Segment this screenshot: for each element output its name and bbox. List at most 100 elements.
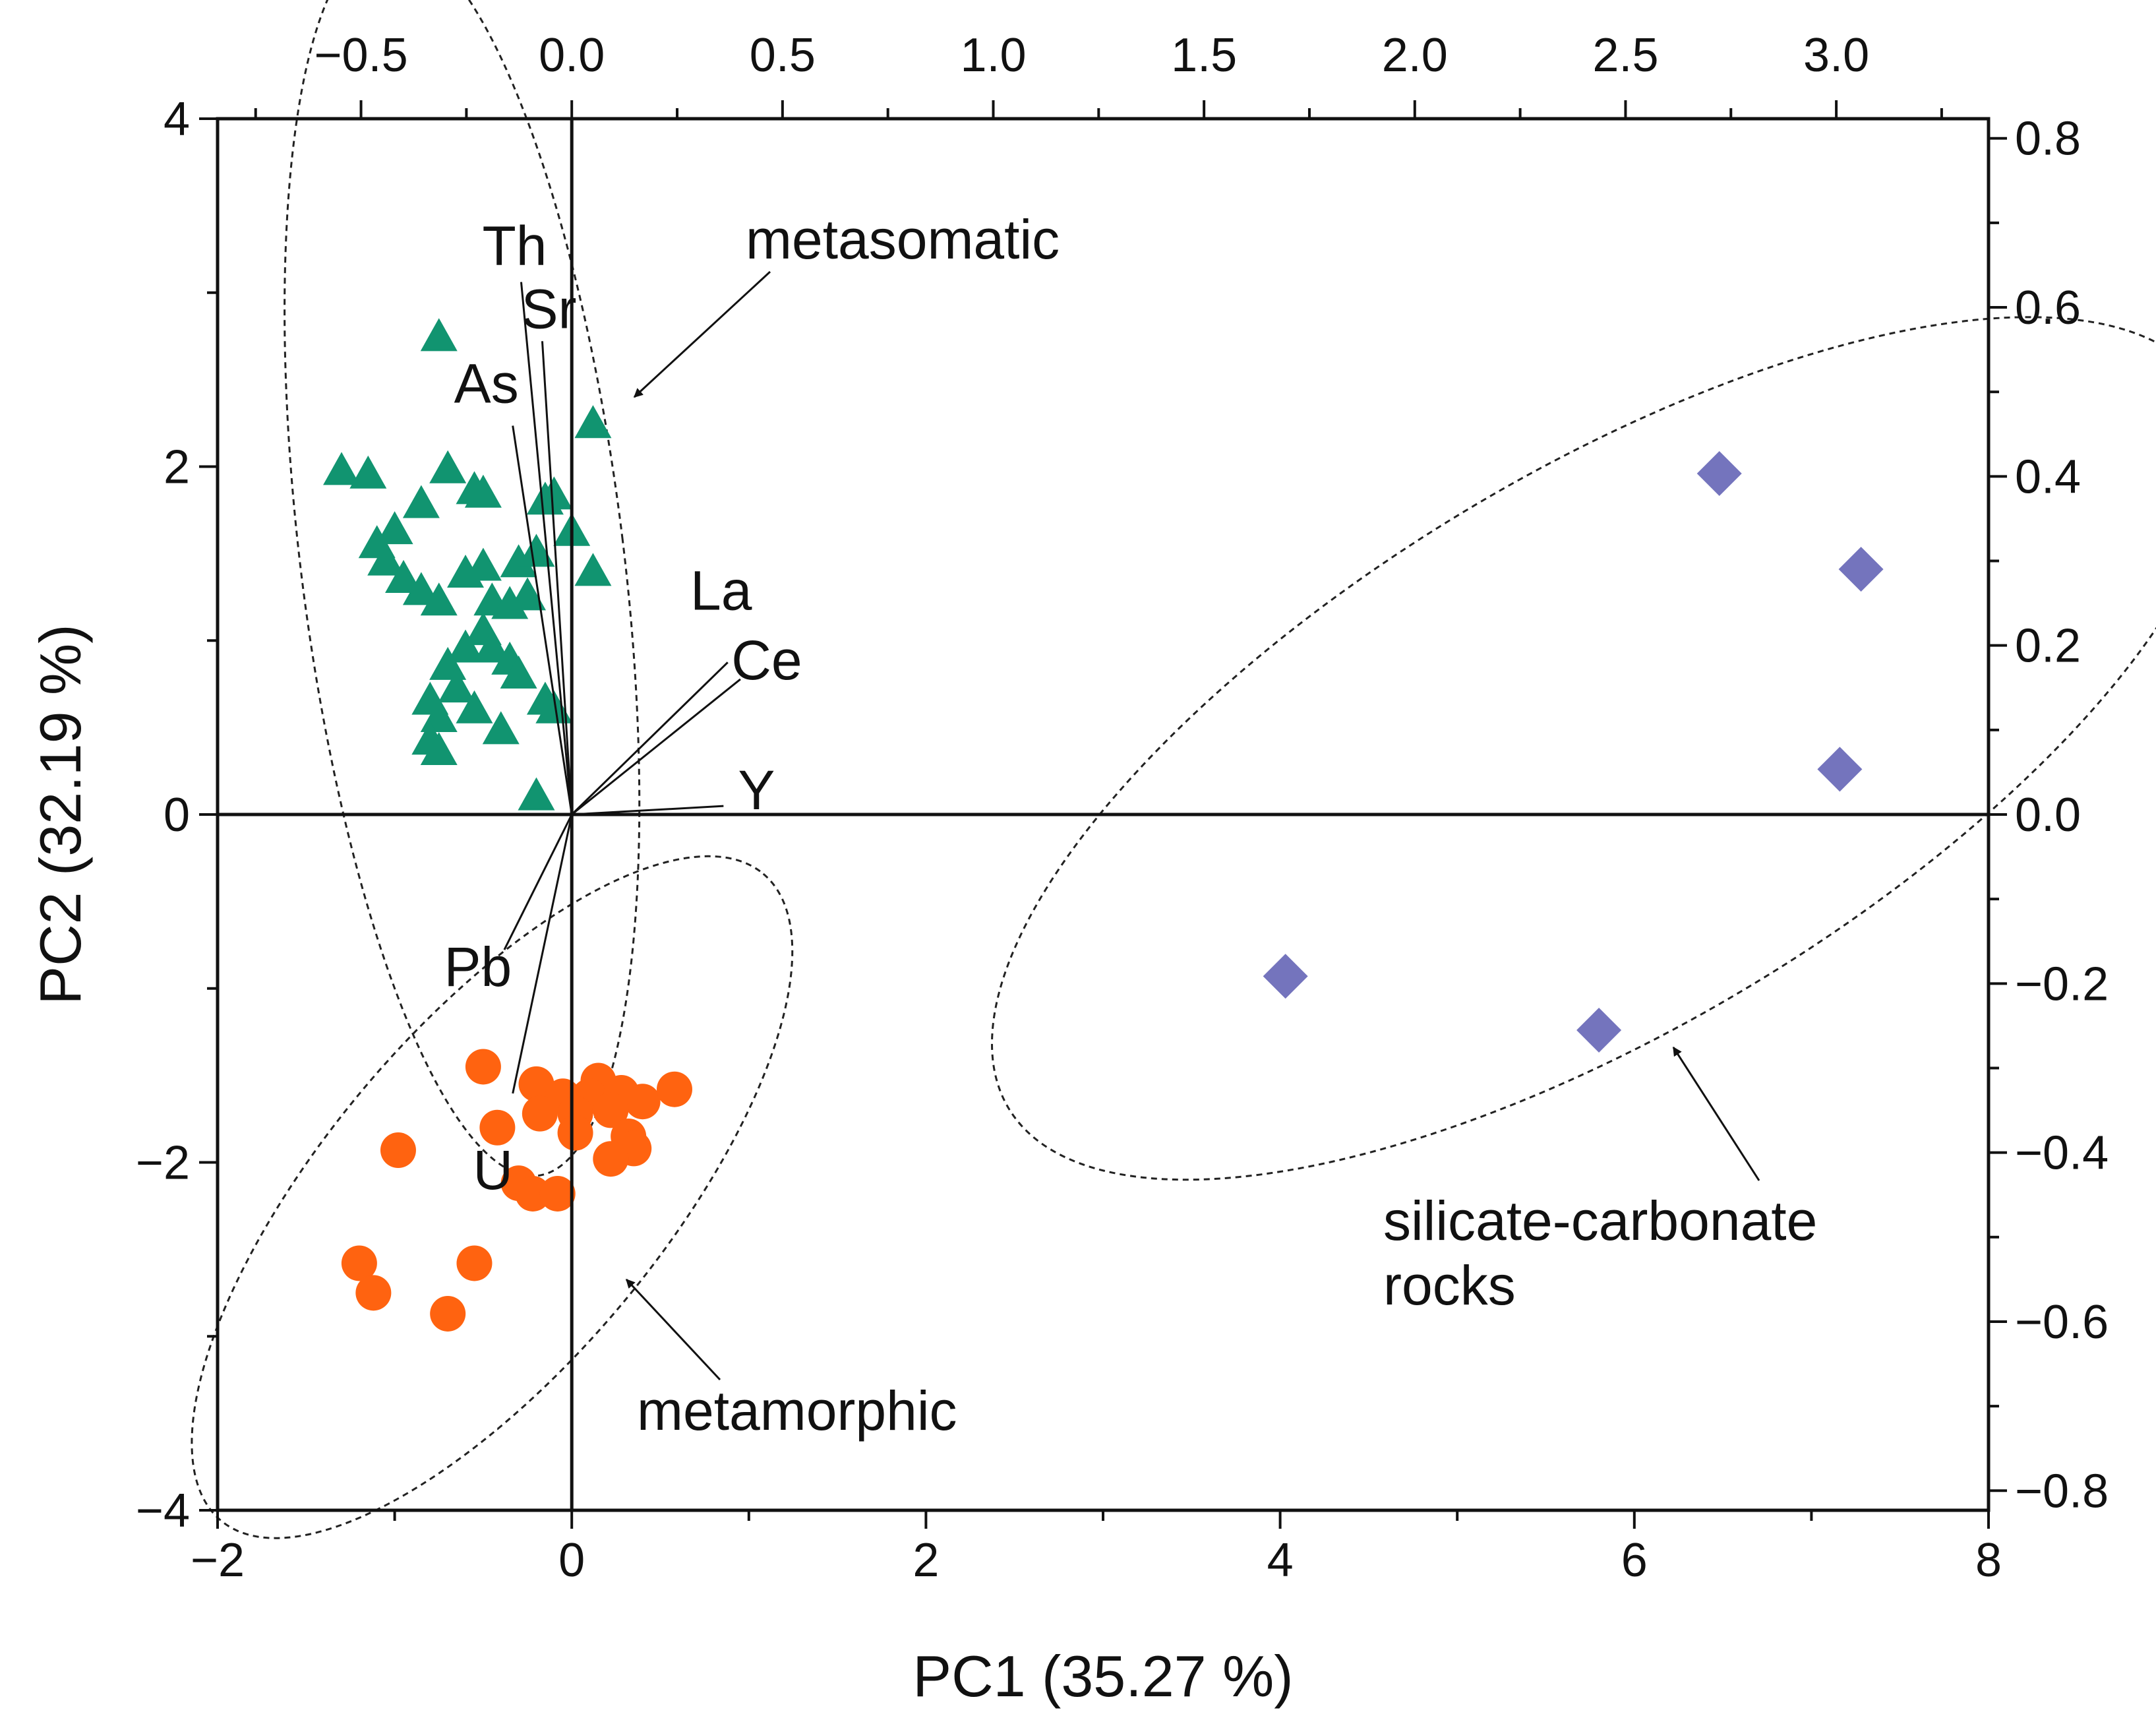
loading-label-ce: Ce	[731, 629, 802, 691]
point-circle-1-20	[341, 1245, 377, 1281]
loading-label-u: U	[473, 1139, 513, 1201]
loading-label-th: Th	[482, 215, 547, 277]
loading-vector-pb	[503, 814, 573, 950]
point-triangle-0-5	[464, 474, 502, 508]
y-tick-label: −2	[136, 1137, 190, 1190]
point-triangle-0-9	[574, 405, 612, 439]
top-tick-label: 1.0	[960, 29, 1026, 82]
ellipse-metamorphic	[191, 855, 794, 1539]
point-triangle-0-28	[473, 629, 511, 663]
point-triangle-0-36	[482, 711, 520, 745]
right-tick-label: 0.2	[2015, 620, 2081, 673]
point-circle-1-11	[479, 1109, 516, 1146]
point-circle-1-23	[430, 1295, 466, 1332]
right-tick-label: 0.8	[2015, 113, 2081, 166]
point-triangle-0-13	[367, 542, 405, 576]
annotation-line: silicate-carbonate	[1383, 1190, 1817, 1252]
point-circle-1-18	[515, 1175, 551, 1212]
point-triangle-0-27	[438, 669, 475, 703]
right-tick-label: 0.0	[2015, 789, 2081, 842]
top-tick-label: 1.5	[1171, 29, 1237, 82]
point-triangle-0-39	[518, 777, 555, 811]
point-triangle-0-15	[402, 572, 440, 605]
top-tick-label: 2.5	[1592, 29, 1658, 82]
point-triangle-0-14	[385, 559, 423, 593]
loading-label-as: As	[454, 352, 519, 414]
y-tick-label: −4	[136, 1485, 190, 1537]
score-points	[323, 318, 1884, 1332]
top-tick-label: −0.5	[314, 29, 407, 82]
ellipse-metasomatic	[284, 0, 641, 1177]
y-tick-label: 0	[164, 789, 190, 842]
zero-lines	[218, 119, 1989, 1510]
x-tick-label: 2	[913, 1534, 939, 1587]
annotation-silicate-carbonate: silicate-carbonate rocks	[1383, 1190, 1817, 1316]
point-triangle-0-0	[420, 318, 458, 352]
y-axis-title: PC2 (32.19 %)	[28, 624, 93, 1004]
x-axis-bottom: −2 0 2 4 6 8	[191, 1510, 2002, 1587]
loading-vector-y	[572, 805, 724, 816]
loading-vector-as	[512, 425, 573, 815]
y-tick-label: 2	[164, 441, 190, 494]
point-triangle-0-30	[500, 656, 537, 689]
point-circle-1-1	[518, 1066, 554, 1102]
loading-label-la: La	[690, 559, 752, 621]
group-annotations: metasomatic metamorphic silicate-carbonate…	[625, 208, 1817, 1442]
point-circle-1-0	[465, 1049, 501, 1085]
point-diamond-2-1	[1838, 547, 1884, 592]
y-axis-left: −4 −2 0 2 4	[136, 93, 218, 1537]
ellipse-silicate-carbonate	[991, 316, 2156, 1181]
point-triangle-0-35	[456, 690, 493, 723]
right-tick-label: 0.6	[2015, 282, 2081, 334]
point-triangle-0-2	[349, 455, 387, 489]
point-circle-1-6	[624, 1084, 661, 1120]
point-triangle-0-23	[509, 577, 547, 611]
top-tick-label: 0.5	[750, 29, 816, 82]
point-circle-1-22	[355, 1275, 392, 1311]
loading-label-pb: Pb	[444, 936, 512, 998]
x-axis-title: PC1 (35.27 %)	[913, 1643, 1293, 1709]
loading-vector-la	[571, 661, 729, 816]
point-circle-1-13	[557, 1115, 593, 1151]
point-triangle-0-11	[376, 511, 413, 545]
point-triangle-0-18	[464, 547, 502, 581]
point-diamond-2-3	[1263, 954, 1308, 999]
loading-label-y: Y	[738, 759, 775, 821]
point-triangle-0-3	[402, 485, 440, 518]
y-tick-label: 4	[164, 93, 190, 146]
x-axis-top: −0.5 0.0 0.5 1.0 1.5 2.0 2.5 3.0	[254, 29, 1943, 119]
point-triangle-0-22	[491, 586, 529, 619]
arrow-metasomatic	[633, 270, 771, 398]
point-diamond-2-4	[1576, 1008, 1622, 1053]
loading-label-sr: Sr	[521, 278, 576, 340]
point-triangle-0-38	[420, 732, 458, 766]
point-diamond-2-0	[1696, 451, 1742, 497]
y-axis-right: −0.8 −0.6 −0.4 −0.2 0.0 0.2 0.4 0.6 0.8	[1989, 113, 2109, 1518]
point-triangle-0-40	[574, 553, 612, 586]
annotation-metamorphic: metamorphic	[637, 1380, 957, 1442]
point-triangle-0-1	[323, 452, 361, 485]
x-tick-label: −2	[191, 1534, 245, 1587]
point-circle-1-19	[539, 1175, 576, 1212]
annotation-line: rocks	[1383, 1254, 1516, 1316]
annotation-metasomatic: metasomatic	[746, 208, 1060, 270]
arrow-silicate-carbonate	[1672, 1046, 1760, 1181]
point-circle-1-10	[593, 1092, 629, 1128]
x-tick-label: 4	[1267, 1534, 1294, 1587]
loading-vector-ce	[571, 678, 741, 816]
point-diamond-2-2	[1817, 747, 1863, 792]
point-triangle-0-19	[500, 544, 537, 578]
arrow-metamorphic	[625, 1278, 721, 1381]
loading-vector-th	[520, 282, 573, 815]
x-tick-label: 6	[1621, 1534, 1648, 1587]
top-tick-label: 3.0	[1803, 29, 1869, 82]
right-tick-label: −0.2	[2015, 958, 2109, 1010]
loading-vector-sr	[541, 341, 573, 815]
x-tick-label: 8	[1975, 1534, 2002, 1587]
point-triangle-0-16	[420, 582, 458, 616]
top-tick-label: 0.0	[539, 29, 605, 82]
right-tick-label: −0.4	[2015, 1127, 2109, 1180]
point-circle-1-16	[593, 1141, 629, 1177]
group-ellipses	[191, 0, 2156, 1539]
